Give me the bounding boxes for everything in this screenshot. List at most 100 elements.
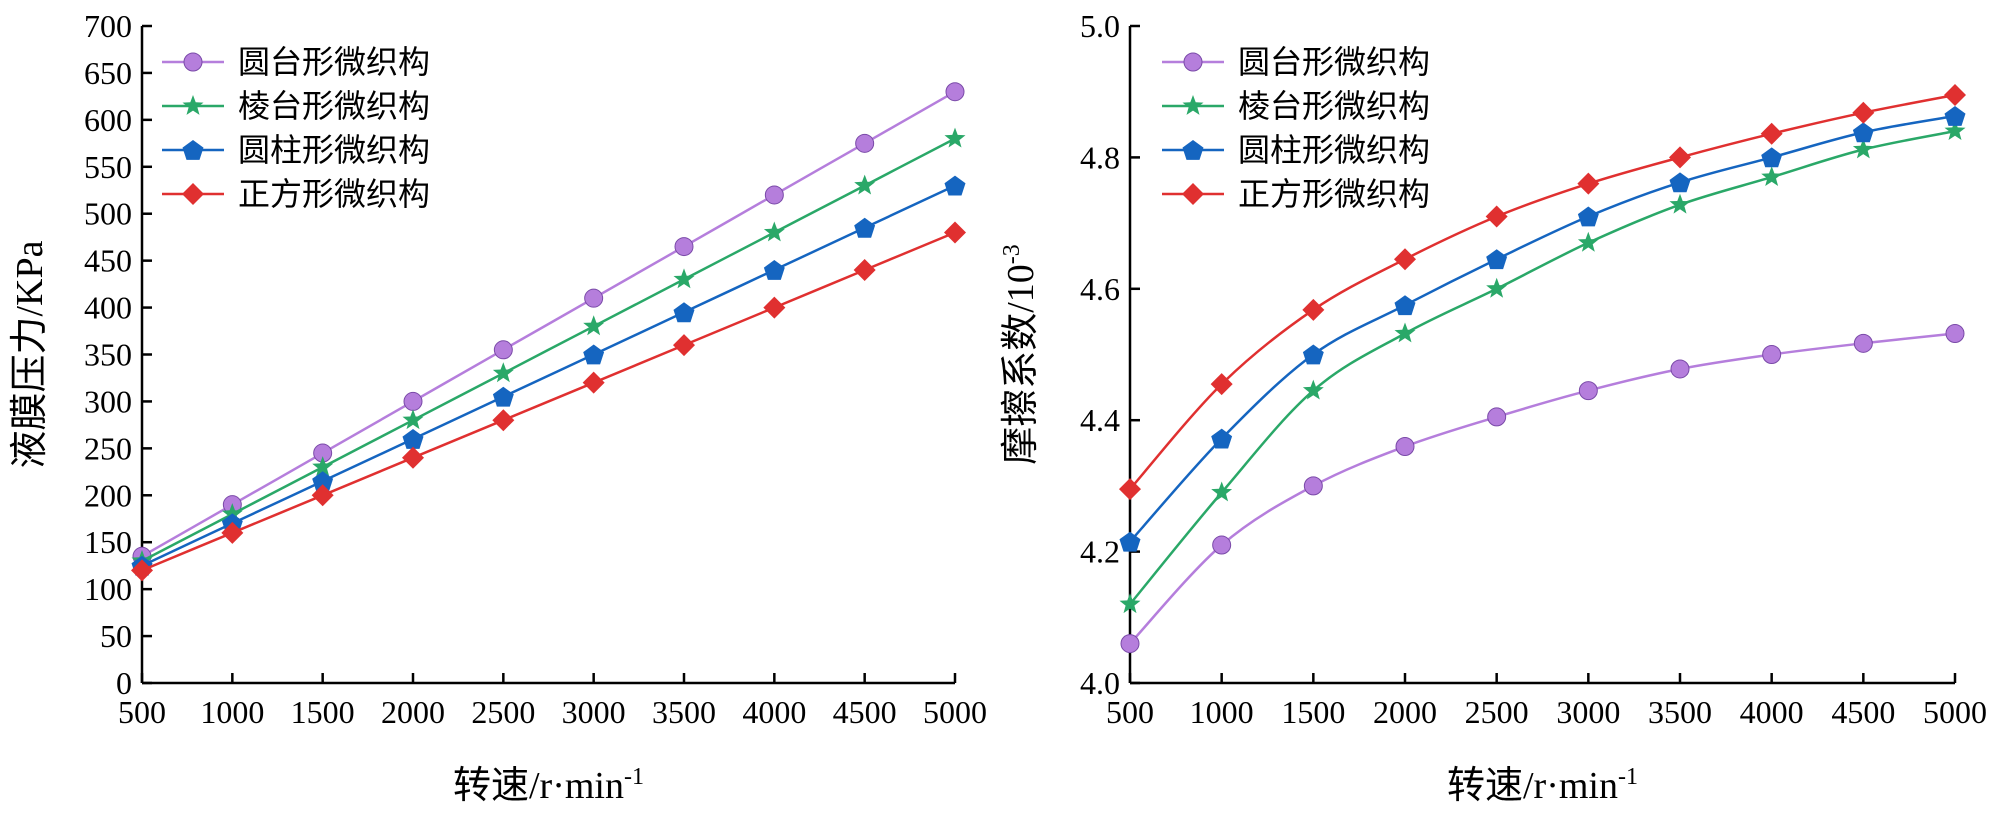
y-tick-label: 650 [84,55,132,91]
y-tick-label: 4.0 [1080,665,1120,701]
data-point [1394,322,1416,343]
data-point [763,296,786,319]
x-tick-label: 2500 [1465,694,1529,730]
x-tick-label: 4000 [742,694,806,730]
data-point [1394,295,1416,316]
data-point [944,175,966,196]
y-tick-label: 100 [84,571,132,607]
y-tick-label: 0 [116,665,132,701]
x-tick-label: 2000 [381,694,445,730]
series-1 [1120,323,1965,654]
y-tick-label: 4.2 [1080,534,1120,570]
x-tick-label: 3000 [1556,694,1620,730]
series-line [141,90,956,558]
data-point [1211,428,1233,449]
x-tick-label: 4000 [1740,694,1804,730]
data-point [1485,205,1508,228]
y-tick-label: 4.4 [1080,402,1120,438]
data-point [944,127,966,148]
x-axis-title: 转速/r·min-1 [453,764,644,807]
x-tick-label: 5000 [923,694,987,730]
data-point [1852,138,1874,159]
data-point [1486,249,1508,270]
x-tick-label: 3000 [562,694,626,730]
y-tick-label: 600 [84,102,132,138]
data-point [1395,436,1415,456]
data-point [131,559,153,582]
data-point [1852,101,1875,124]
data-point [1944,83,1966,106]
data-point [944,221,966,244]
y-tick-label: 350 [84,337,132,373]
y-tick-label: 500 [84,196,132,232]
data-point [1578,381,1598,401]
legend-marker [1182,140,1204,160]
data-point [1762,345,1782,364]
series-3 [1119,106,1966,552]
data-point [402,446,424,469]
y-tick-label: 700 [84,8,132,44]
x-tick-label: 1000 [1190,694,1254,730]
data-point [1761,147,1783,168]
x-tick-label: 1000 [200,694,264,730]
x-tick-label: 1500 [291,694,355,730]
y-axis-title: 摩擦系数/10-3 [999,244,1042,465]
data-point [1211,481,1233,502]
series-1 [132,82,965,566]
data-point [403,391,423,411]
series-line [1129,114,1956,543]
data-point [1853,333,1873,353]
data-point [1120,634,1140,654]
legend-marker [183,52,203,72]
data-point [1486,277,1508,298]
series-4 [1119,83,1966,501]
legend-label: 棱台形微织构 [1238,88,1430,124]
data-point [492,386,514,407]
series-line [1129,332,1956,645]
data-point [312,471,334,492]
x-tick-label: 2500 [471,694,535,730]
x-tick-label: 4500 [833,694,897,730]
legend-label: 正方形微织构 [1238,176,1430,212]
x-axis-title: 转速/r·min-1 [1447,764,1638,807]
data-point [492,362,514,383]
data-point [1761,166,1783,186]
x-tick-label: 2000 [1373,694,1437,730]
data-point [1212,535,1232,555]
data-point [673,268,695,289]
data-point [1303,476,1323,496]
data-point [1210,373,1233,396]
y-tick-label: 450 [84,243,132,279]
data-point [1302,298,1325,321]
data-point [1119,531,1141,552]
x-tick-label: 3500 [1648,694,1712,730]
legend-label: 圆台形微织构 [238,44,430,80]
data-point [582,371,605,394]
legend-label: 圆台形微织构 [1238,44,1430,80]
x-tick-label: 500 [118,694,166,730]
data-point [1760,122,1783,145]
data-point [1944,120,1966,140]
legend-marker [182,140,204,160]
data-point [764,185,784,205]
data-point [1577,172,1600,195]
series-line [1129,93,1956,491]
legend-marker [182,183,204,205]
series-3 [131,175,966,576]
series-line [141,184,956,567]
data-point [584,288,604,308]
data-point [402,409,424,430]
data-point [673,302,695,323]
data-point [311,484,334,507]
series-line [1129,129,1956,605]
y-tick-label: 4.6 [1080,271,1120,307]
y-tick-label: 4.8 [1080,139,1120,175]
data-point [312,456,334,476]
data-point [1669,193,1691,214]
data-point [1577,231,1599,252]
y-tick-label: 150 [84,524,132,560]
data-point [492,409,515,432]
legend-label: 圆柱形微织构 [238,132,430,168]
